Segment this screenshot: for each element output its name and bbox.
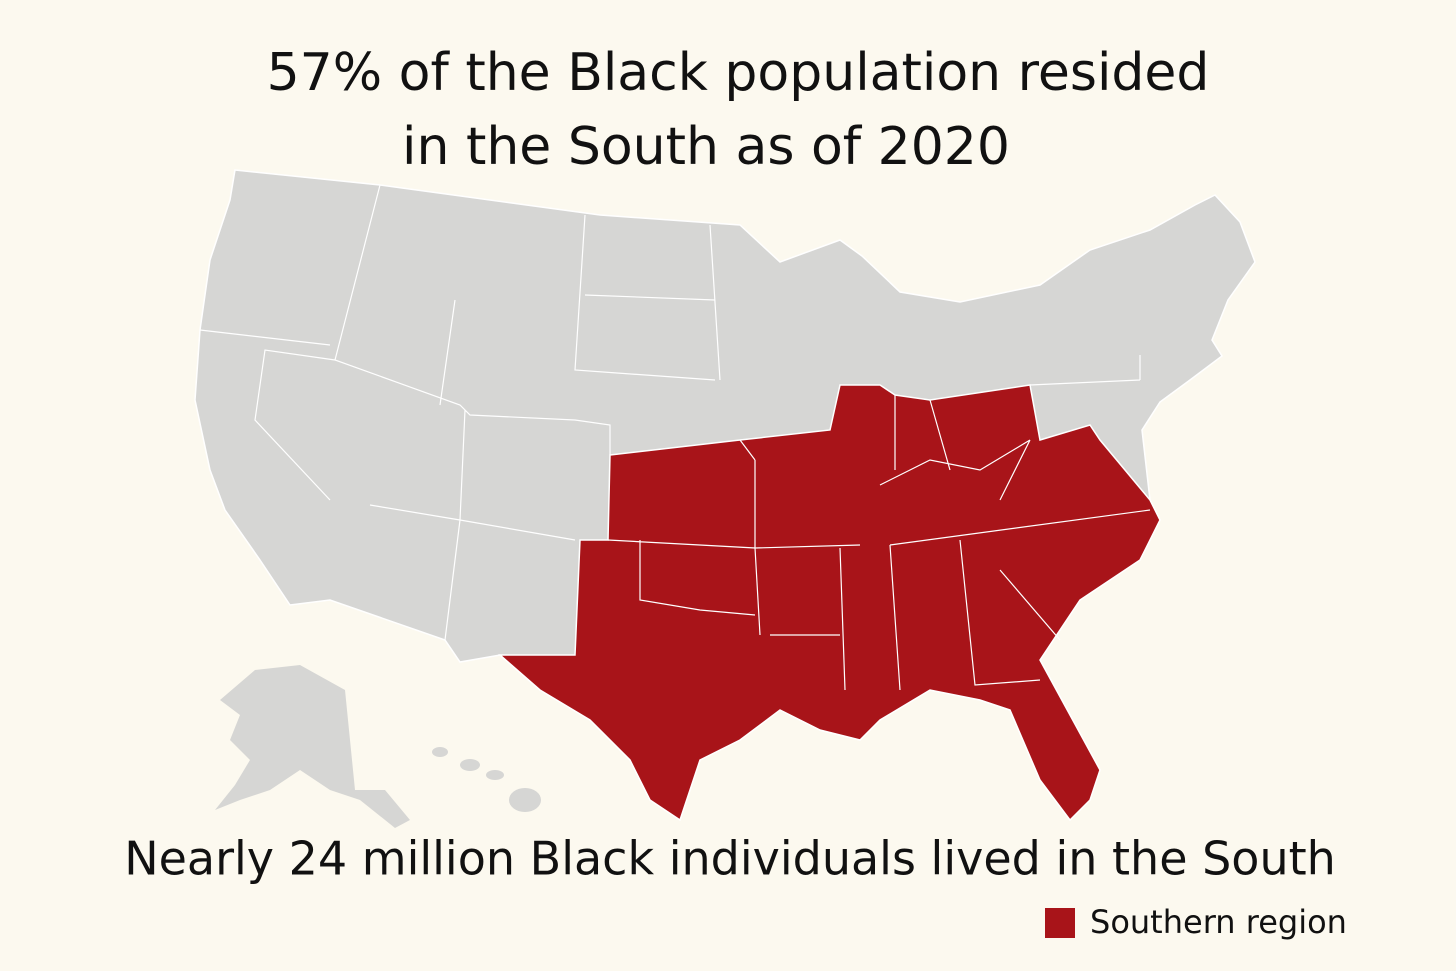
state-borders xyxy=(199,184,1141,641)
subtitle: Nearly 24 million Black individuals live… xyxy=(124,832,1336,886)
legend-label: Southern region xyxy=(1090,903,1347,941)
legend-swatch xyxy=(1045,908,1075,938)
hawaii xyxy=(432,747,541,812)
title-line: in the South as of 2020 xyxy=(402,117,1010,177)
state-borders xyxy=(607,395,1151,691)
southern-region xyxy=(498,384,1161,822)
title-line: 57% of the Black population resided xyxy=(267,43,1210,103)
alaska xyxy=(215,665,410,828)
